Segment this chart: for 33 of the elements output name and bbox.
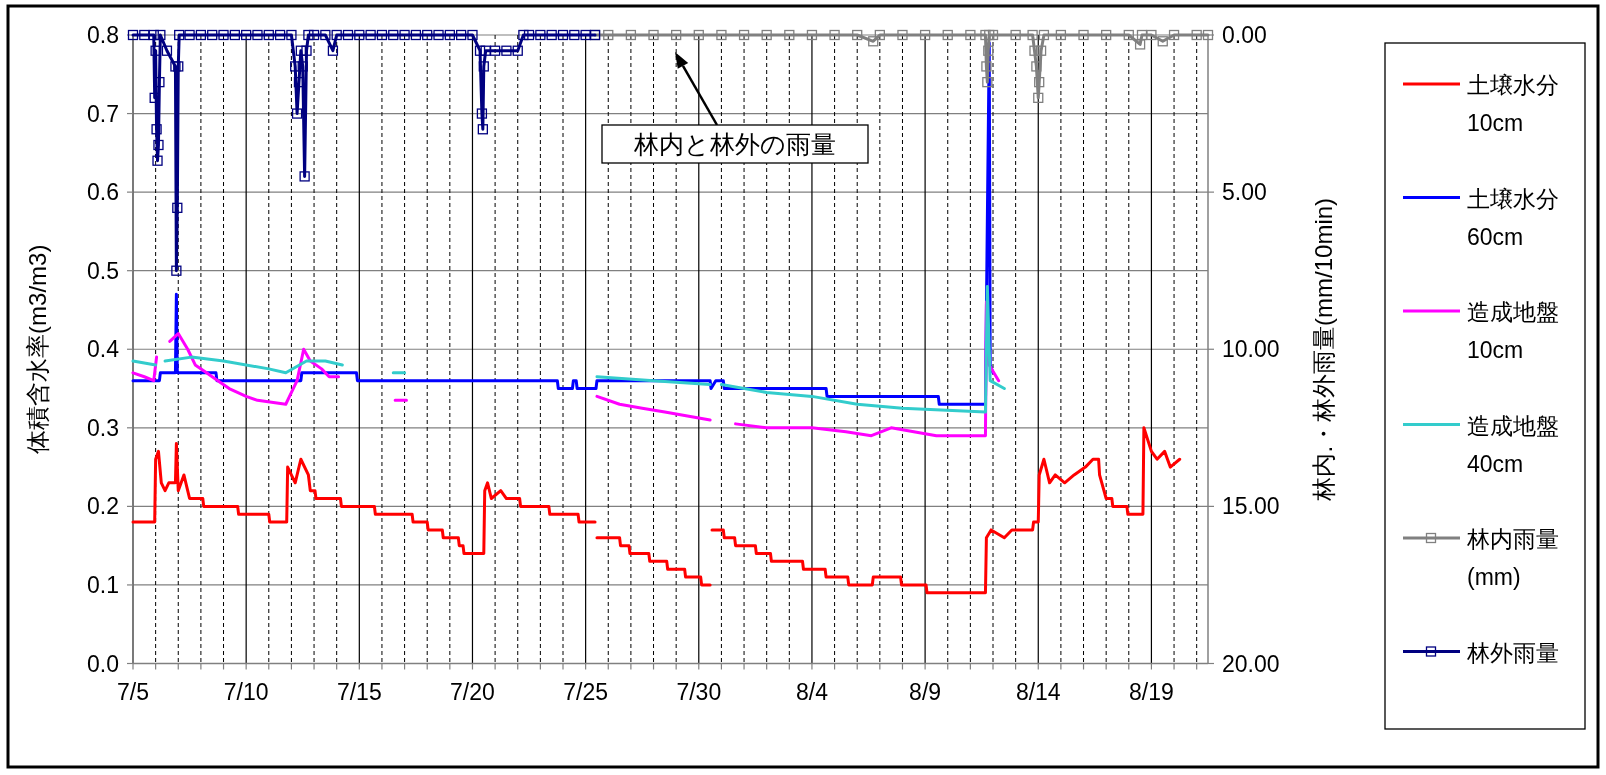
legend-label: 土壌水分 60cm <box>1467 185 1566 250</box>
y-tick-label: 0.2 <box>87 493 119 520</box>
annotation: 林内と林外の雨量 <box>633 130 836 158</box>
y-tick-label: 0.4 <box>87 336 120 363</box>
y-tick-label: 0.3 <box>87 414 119 441</box>
y2-tick-label: 10.00 <box>1222 336 1280 363</box>
x-tick-label: 7/15 <box>336 678 382 705</box>
x-tick-label: 8/9 <box>909 678 942 705</box>
x-tick-label: 8/4 <box>795 678 829 705</box>
x-tick-label: 7/25 <box>563 678 609 705</box>
x-tick-label: 7/5 <box>117 678 149 705</box>
x-tick-label: 7/20 <box>450 678 495 705</box>
legend-label: 造成地盤 40cm <box>1467 412 1566 477</box>
y2-tick-label: 5.00 <box>1222 179 1267 206</box>
y-tick-label: 0.1 <box>87 571 119 598</box>
y2-tick-label: 0.00 <box>1222 22 1267 48</box>
x-tick-label: 7/30 <box>676 678 722 705</box>
legend-label: 林内雨量 (mm) <box>1466 526 1566 590</box>
legend-label: 土壌水分 10cm <box>1467 72 1566 136</box>
y2-axis-title: 林内.・林外雨量(mm/10min) <box>1310 197 1337 502</box>
y-tick-label: 0.0 <box>87 650 119 677</box>
x-tick-label: 7/10 <box>223 678 269 705</box>
x-tick-label: 8/14 <box>1015 678 1061 705</box>
x-tick-label: 8/19 <box>1129 678 1174 705</box>
y-tick-label: 0.7 <box>87 100 119 127</box>
y-tick-label: 0.6 <box>87 179 119 206</box>
y-axis-title: 体積含水率(m3/m3) <box>24 244 51 454</box>
y-tick-label: 0.8 <box>87 22 119 48</box>
legend-label: 林外雨量 <box>1466 639 1559 666</box>
y2-tick-label: 15.00 <box>1222 493 1280 520</box>
legend-label: 造成地盤 10cm <box>1467 299 1566 363</box>
y-tick-label: 0.5 <box>87 257 119 284</box>
y2-tick-label: 20.00 <box>1222 650 1280 677</box>
